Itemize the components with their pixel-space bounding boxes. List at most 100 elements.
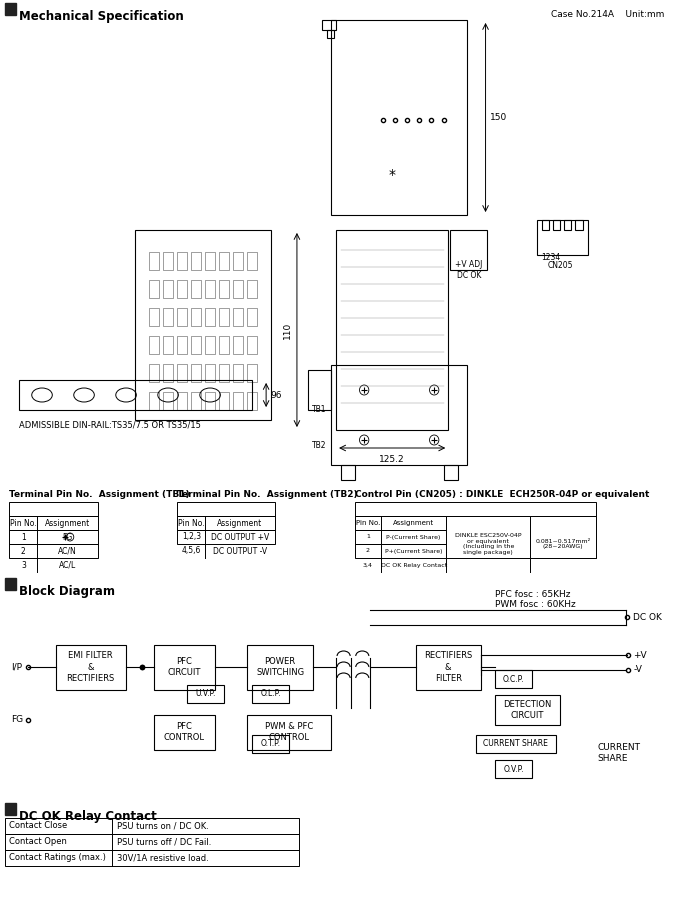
Text: P-(Current Share): P-(Current Share) (386, 534, 441, 540)
Bar (495, 670, 532, 688)
Bar (5, 850, 299, 866)
Text: 110: 110 (283, 322, 292, 339)
Text: I/P: I/P (11, 662, 22, 671)
Bar (9, 502, 98, 516)
Bar (219, 364, 229, 382)
Bar (355, 530, 596, 544)
Bar (233, 392, 243, 410)
Bar (177, 392, 187, 410)
Bar (177, 280, 187, 298)
Text: DC OK: DC OK (633, 613, 662, 622)
Bar (247, 336, 257, 354)
Bar (9, 516, 98, 530)
Bar (531, 516, 596, 558)
Text: Terminal Pin No.  Assignment (TB2): Terminal Pin No. Assignment (TB2) (177, 490, 358, 499)
Text: 4,5,6: 4,5,6 (182, 547, 201, 556)
Bar (322, 20, 336, 30)
Bar (444, 465, 458, 480)
Bar (163, 336, 173, 354)
Text: 3: 3 (21, 560, 26, 569)
Text: DC OUTPUT -V: DC OUTPUT -V (213, 547, 267, 556)
Bar (575, 220, 582, 230)
Text: 1: 1 (366, 534, 370, 540)
Text: 1234: 1234 (542, 253, 561, 262)
Bar (56, 645, 126, 690)
Bar (191, 252, 201, 270)
Text: Terminal Pin No.  Assignment (TB1): Terminal Pin No. Assignment (TB1) (9, 490, 190, 499)
Text: Contact Close: Contact Close (9, 822, 68, 831)
Text: CURRENT
SHARE: CURRENT SHARE (598, 743, 640, 763)
Bar (447, 516, 531, 558)
Text: EMI FILTER
&
RECTIFIERS: EMI FILTER & RECTIFIERS (66, 651, 115, 683)
Text: TB1: TB1 (312, 405, 327, 414)
Bar (191, 280, 201, 298)
Text: ADMISSIBLE DIN-RAIL:TS35/7.5 OR TS35/15: ADMISSIBLE DIN-RAIL:TS35/7.5 OR TS35/15 (19, 420, 201, 429)
Bar (219, 308, 229, 326)
Bar (177, 252, 187, 270)
Bar (5, 834, 299, 850)
Text: Wire Diameter: Wire Diameter (538, 520, 588, 526)
Text: PSU turns off / DC Fail.: PSU turns off / DC Fail. (117, 838, 211, 847)
Bar (191, 308, 201, 326)
Text: AC/N: AC/N (58, 547, 76, 556)
Bar (163, 308, 173, 326)
Text: RECTIFIERS
&
FILTER: RECTIFIERS & FILTER (424, 651, 472, 683)
Bar (247, 364, 257, 382)
Text: DINKLE ESC250V-04P
or equivalent
(Including in the
single package): DINKLE ESC250V-04P or equivalent (Includ… (455, 532, 522, 555)
Bar (177, 364, 187, 382)
Text: +V ADJ
DC OK: +V ADJ DC OK (455, 260, 482, 280)
Bar (191, 392, 201, 410)
Bar (5, 578, 16, 590)
Text: TB2: TB2 (312, 441, 327, 450)
Text: PSU turns on / DC OK.: PSU turns on / DC OK. (117, 822, 209, 831)
Bar (233, 364, 243, 382)
Text: PFC
CIRCUIT: PFC CIRCUIT (167, 657, 201, 677)
Bar (247, 645, 313, 690)
Bar (219, 392, 229, 410)
Text: O.L.P.: O.L.P. (260, 689, 281, 698)
Text: Case No.214A    Unit:mm: Case No.214A Unit:mm (551, 10, 664, 19)
Bar (149, 252, 159, 270)
Bar (416, 645, 481, 690)
Bar (450, 230, 487, 270)
Bar (332, 365, 467, 465)
Bar (177, 308, 187, 326)
Text: PWM & PFC
CONTROL: PWM & PFC CONTROL (265, 722, 314, 742)
Bar (177, 336, 187, 354)
Bar (564, 220, 571, 230)
Text: -V: -V (633, 666, 642, 675)
Bar (205, 392, 215, 410)
Text: Assignment: Assignment (217, 518, 262, 527)
Text: Assignment: Assignment (45, 518, 90, 527)
Text: Mating Housing: Mating Housing (461, 520, 516, 526)
Text: CN205: CN205 (547, 260, 573, 269)
Bar (252, 735, 290, 753)
Text: *: * (389, 168, 396, 182)
Bar (191, 364, 201, 382)
Text: P+(Current Share): P+(Current Share) (385, 549, 442, 553)
Text: FG: FG (11, 715, 23, 724)
Text: 2: 2 (21, 547, 26, 556)
Bar (537, 220, 588, 255)
Bar (247, 308, 257, 326)
Text: O.T.P.: O.T.P. (261, 740, 281, 749)
Text: Contact Ratings (max.): Contact Ratings (max.) (9, 853, 106, 862)
Text: U.V.P.: U.V.P. (195, 689, 216, 698)
Bar (5, 3, 16, 15)
Bar (247, 280, 257, 298)
Text: PFC fosc : 65KHz: PFC fosc : 65KHz (495, 590, 570, 599)
Text: 125.2: 125.2 (379, 455, 405, 464)
Bar (154, 645, 215, 690)
Bar (5, 803, 16, 815)
Text: PWM fosc : 60KHz: PWM fosc : 60KHz (495, 600, 575, 609)
Bar (5, 818, 299, 834)
Bar (233, 252, 243, 270)
Bar (219, 336, 229, 354)
Bar (205, 280, 215, 298)
Bar (327, 30, 335, 38)
Bar (247, 715, 332, 750)
Bar (542, 220, 549, 230)
Bar (149, 392, 159, 410)
Bar (355, 544, 596, 558)
Text: 3,4: 3,4 (363, 562, 373, 568)
